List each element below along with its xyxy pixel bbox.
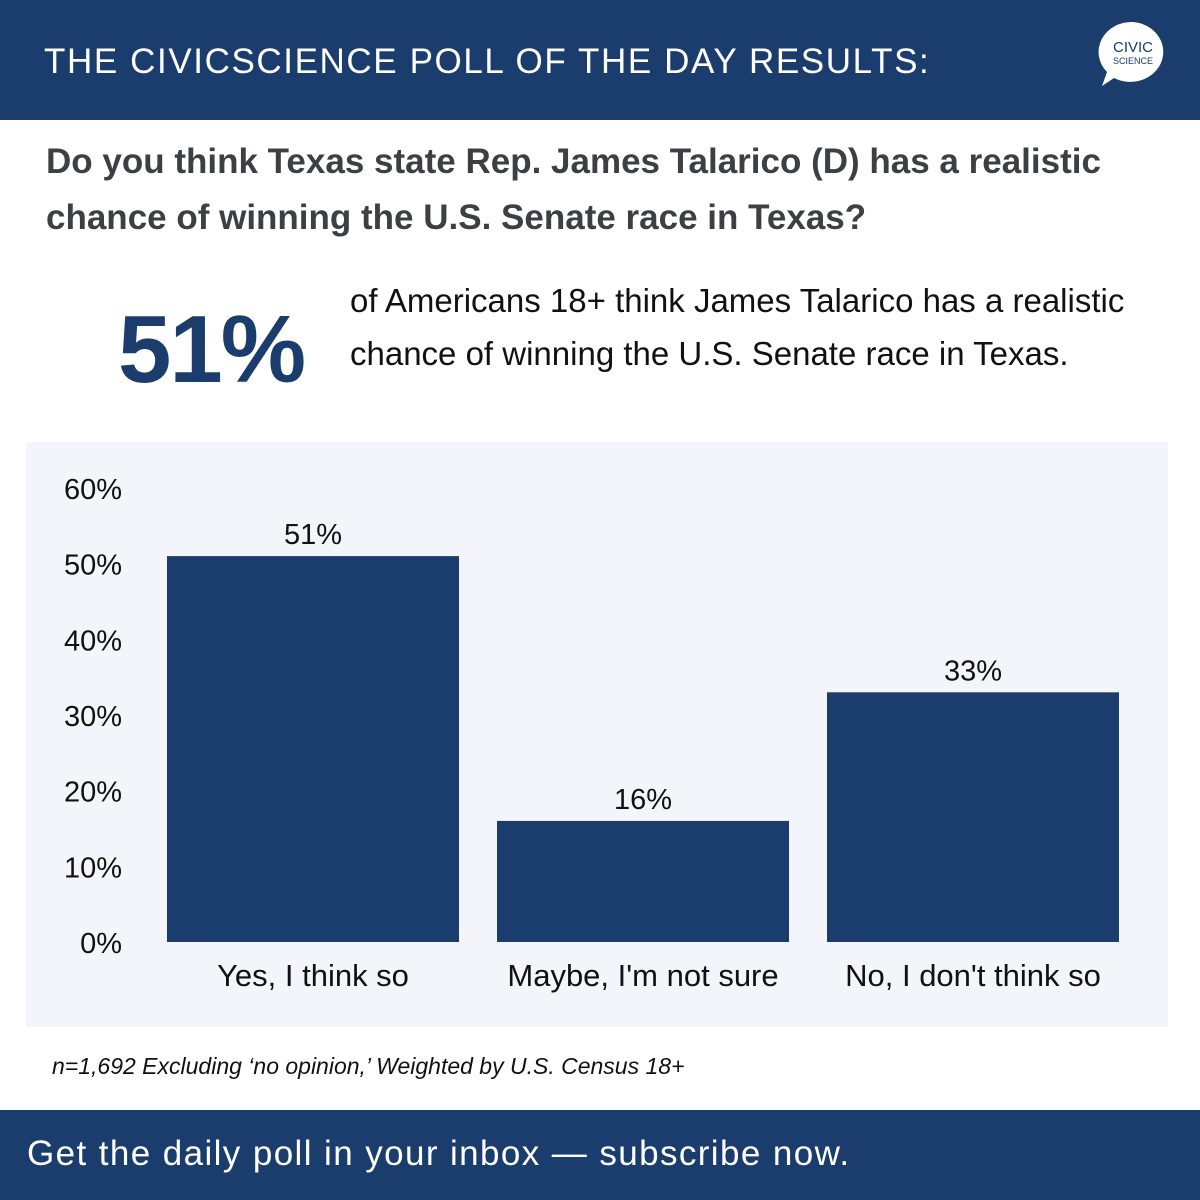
y-tick-label: 50% bbox=[64, 550, 122, 582]
x-category-label: Maybe, I'm not sure bbox=[507, 958, 778, 993]
bar bbox=[497, 820, 789, 942]
bar bbox=[827, 692, 1119, 942]
y-tick-label: 20% bbox=[64, 777, 122, 809]
logo-line1: CIVIC bbox=[1113, 39, 1153, 56]
x-category-label: Yes, I think so bbox=[217, 958, 409, 993]
footer-banner: Get the daily poll in your inbox — subsc… bbox=[0, 1110, 1200, 1200]
header-banner: THE CIVICSCIENCE POLL OF THE DAY RESULTS… bbox=[0, 0, 1200, 120]
y-tick-label: 0% bbox=[80, 928, 122, 960]
footnote: n=1,692 Excluding ‘no opinion,’ Weighted… bbox=[52, 1053, 685, 1079]
y-tick-label: 10% bbox=[64, 852, 122, 884]
y-tick-label: 30% bbox=[64, 701, 122, 733]
bar-value-label: 33% bbox=[944, 655, 1002, 687]
speech-bubble-logo-icon: CIVIC SCIENCE bbox=[1098, 21, 1164, 87]
x-category-label: No, I don't think so bbox=[845, 958, 1101, 993]
bar-value-label: 51% bbox=[284, 519, 342, 551]
headline-stat: 51% bbox=[118, 296, 306, 403]
y-tick-label: 60% bbox=[64, 474, 122, 506]
poll-question: Do you think Texas state Rep. James Tala… bbox=[46, 142, 1101, 237]
bar-value-label: 16% bbox=[614, 784, 672, 816]
bar-chart: 0% 10% 20% 30% 40% 50% 60% 51% Yes, I think so 16… bbox=[64, 474, 1119, 993]
logo-line2: SCIENCE bbox=[1113, 56, 1153, 66]
subscribe-link[interactable]: Get the daily poll in your inbox — subsc… bbox=[27, 1134, 851, 1173]
chart-panel: 0% 10% 20% 30% 40% 50% 60% 51% Yes, I think so 16… bbox=[26, 442, 1168, 1027]
bar bbox=[167, 556, 459, 942]
header-title: THE CIVICSCIENCE POLL OF THE DAY RESULTS… bbox=[44, 42, 931, 81]
headline-stat-description: of Americans 18+ think James Talarico ha… bbox=[350, 282, 1125, 372]
y-tick-label: 40% bbox=[64, 625, 122, 657]
